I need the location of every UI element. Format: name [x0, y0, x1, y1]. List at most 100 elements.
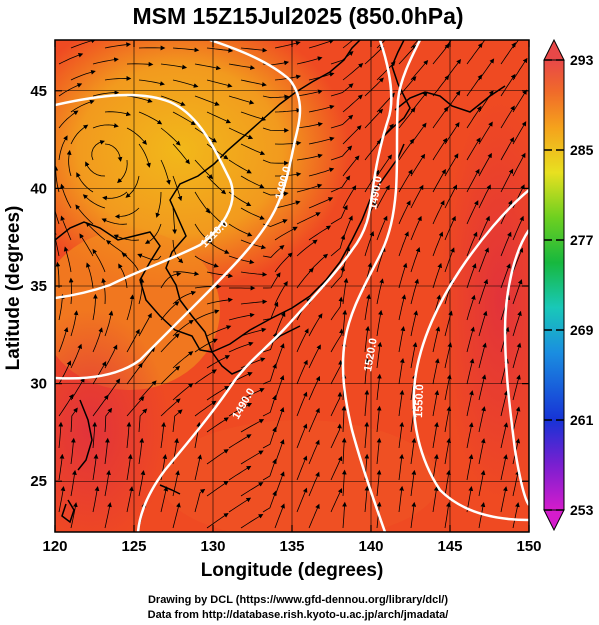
- streamline: [410, 215, 422, 241]
- x-tick-label: 135: [279, 538, 304, 555]
- streamline: [58, 110, 79, 129]
- streamline: [138, 111, 163, 125]
- streamline: [466, 358, 475, 385]
- streamline: [512, 215, 524, 241]
- streamline: [466, 231, 478, 257]
- streamline: [104, 344, 118, 369]
- streamline: [478, 310, 488, 337]
- streamline: [194, 488, 206, 513]
- streamline: [398, 421, 405, 449]
- streamline: [228, 434, 252, 449]
- streamline: [70, 469, 77, 497]
- streamline: [206, 175, 227, 195]
- streamline: [376, 341, 383, 369]
- streamline: [92, 293, 98, 321]
- streamline: [104, 310, 114, 337]
- streamline: [126, 294, 135, 321]
- streamline: [341, 469, 347, 497]
- streamline: [118, 263, 128, 289]
- streamline: [126, 127, 147, 145]
- streamline: [172, 47, 200, 53]
- streamline: [376, 405, 382, 433]
- streamline: [296, 122, 323, 129]
- streamline: [172, 271, 200, 277]
- streamline: [376, 373, 382, 401]
- streamline: [58, 293, 65, 321]
- streamline: [296, 359, 308, 385]
- streamline: [206, 355, 231, 369]
- streamline: [330, 391, 343, 417]
- streamline: [92, 248, 106, 273]
- streamline: [410, 342, 418, 369]
- streamline: [274, 252, 293, 273]
- streamline: [206, 207, 226, 227]
- streamline: [58, 135, 68, 161]
- streamline: [512, 374, 521, 401]
- streamline: [308, 313, 323, 337]
- streamline: [228, 312, 255, 321]
- y-axis: 25 30 35 40 45: [30, 83, 529, 490]
- streamline: [137, 253, 162, 261]
- streamline: [126, 95, 153, 103]
- streamline: [296, 267, 314, 289]
- streamline: [101, 218, 128, 225]
- streamline: [58, 453, 65, 481]
- colorbar-tick-label: 277: [570, 232, 594, 248]
- streamline: [206, 480, 229, 497]
- streamline: [92, 327, 103, 353]
- contour-label: 1550.0: [413, 384, 426, 418]
- streamline: [70, 407, 78, 433]
- streamline: [342, 155, 360, 177]
- streamline: [364, 77, 384, 97]
- streamline: [512, 279, 523, 305]
- streamline: [500, 486, 508, 513]
- y-axis-label: Latitude (degrees): [3, 206, 24, 371]
- streamline: [512, 121, 527, 145]
- streamline: [466, 200, 479, 225]
- streamline: [263, 272, 281, 289]
- streamline: [91, 140, 105, 161]
- streamline: [70, 40, 97, 49]
- streamline: [172, 239, 184, 264]
- streamline: [466, 42, 483, 65]
- streamline: [240, 175, 265, 189]
- streamline: [274, 40, 301, 49]
- streamline: [114, 207, 140, 219]
- streamline: [240, 419, 265, 433]
- streamline: [160, 95, 186, 106]
- streamline: [206, 239, 230, 254]
- streamline: [478, 502, 486, 529]
- streamline: [296, 183, 323, 193]
- streamline: [58, 326, 69, 353]
- streamline: [85, 161, 106, 177]
- streamline: [92, 453, 99, 481]
- streamline: [92, 90, 120, 97]
- streamline: [125, 175, 140, 198]
- streamline: [500, 231, 512, 257]
- y-tick-label: 35: [30, 278, 47, 295]
- streamline: [160, 301, 180, 321]
- streamline: [138, 437, 145, 465]
- streamline: [262, 394, 277, 417]
- streamline: [478, 278, 489, 305]
- streamline: [364, 421, 370, 449]
- streamline: [104, 502, 112, 529]
- streamline: [364, 389, 370, 417]
- streamline: [330, 265, 346, 289]
- streamline: [398, 485, 404, 513]
- streamline: [398, 76, 417, 97]
- streamline: [240, 79, 267, 87]
- streamline: [398, 200, 411, 225]
- streamline: [60, 215, 72, 241]
- streamline: [500, 73, 516, 97]
- streamline: [330, 83, 354, 97]
- streamline: [330, 204, 348, 225]
- streamline: [228, 465, 252, 481]
- streamline: [308, 40, 335, 49]
- streamline: [172, 351, 194, 369]
- streamline: [432, 168, 446, 193]
- streamline: [126, 453, 133, 481]
- streamline: [342, 63, 364, 81]
- streamline: [444, 184, 458, 209]
